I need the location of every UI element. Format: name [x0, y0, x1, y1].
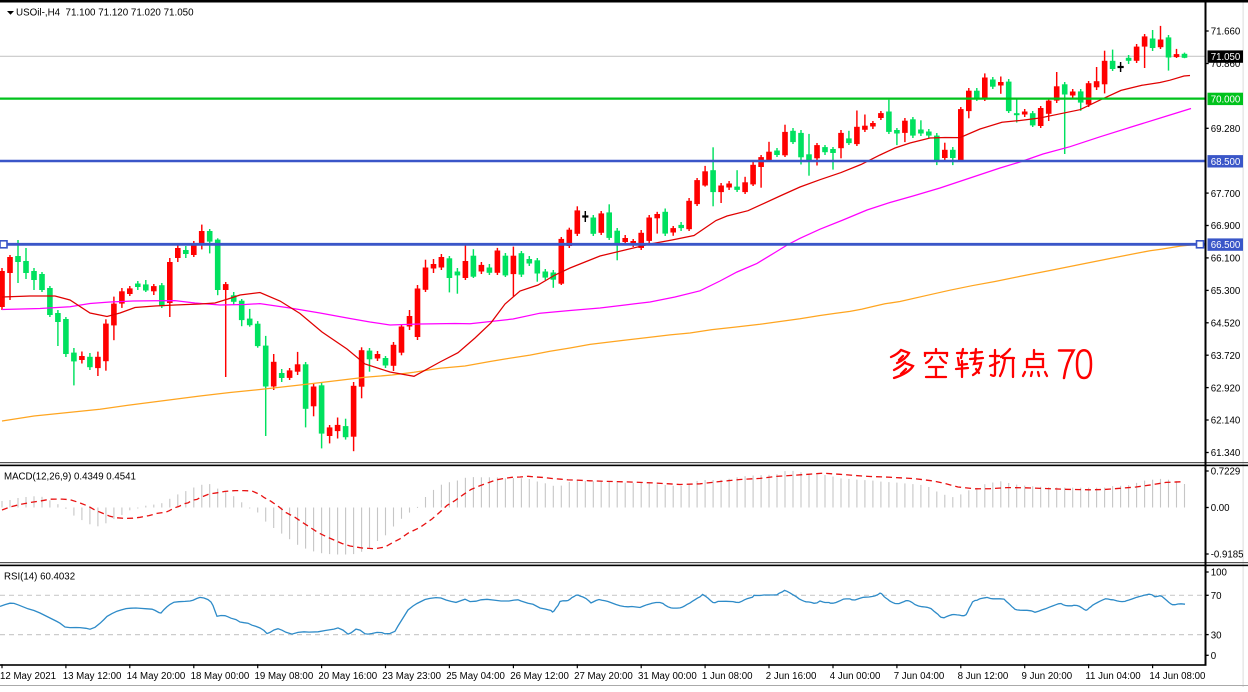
svg-text:66.900: 66.900 [1211, 221, 1241, 232]
svg-text:67.700: 67.700 [1211, 189, 1241, 200]
svg-text:30: 30 [1211, 630, 1222, 641]
svg-text:69.280: 69.280 [1211, 124, 1241, 135]
svg-text:26 May 12:00: 26 May 12:00 [510, 671, 569, 682]
svg-text:63.720: 63.720 [1211, 351, 1241, 362]
svg-text:0.00: 0.00 [1211, 503, 1230, 514]
svg-text:USOil-,H4 71.100 71.120 71.02: USOil-,H4 71.100 71.120 71.020 71.050 [16, 7, 194, 18]
svg-text:25 May 04:00: 25 May 04:00 [446, 671, 505, 682]
svg-text:4 Jun 00:00: 4 Jun 00:00 [830, 671, 881, 682]
svg-text:1 Jun 08:00: 1 Jun 08:00 [702, 671, 753, 682]
svg-text:100: 100 [1211, 568, 1228, 579]
svg-text:18 May 00:00: 18 May 00:00 [191, 671, 250, 682]
svg-text:70.000: 70.000 [1211, 95, 1241, 106]
svg-text:71.050: 71.050 [1211, 52, 1241, 63]
svg-text:7 Jun 04:00: 7 Jun 04:00 [894, 671, 945, 682]
svg-text:66.500: 66.500 [1211, 240, 1241, 251]
svg-text:12 May 2021: 12 May 2021 [0, 671, 56, 682]
svg-text:9 Jun 20:00: 9 Jun 20:00 [1022, 671, 1073, 682]
svg-text:19 May 08:00: 19 May 08:00 [255, 671, 314, 682]
svg-text:0.7229: 0.7229 [1211, 467, 1241, 478]
svg-text:23 May 23:00: 23 May 23:00 [382, 671, 441, 682]
svg-text:27 May 20:00: 27 May 20:00 [574, 671, 633, 682]
svg-text:62.140: 62.140 [1211, 416, 1241, 427]
svg-text:8 Jun 12:00: 8 Jun 12:00 [958, 671, 1009, 682]
svg-text:14 May 20:00: 14 May 20:00 [127, 671, 186, 682]
svg-text:RSI(14) 60.4032: RSI(14) 60.4032 [4, 572, 75, 583]
svg-text:61.340: 61.340 [1211, 448, 1241, 459]
svg-text:62.920: 62.920 [1211, 383, 1241, 394]
svg-text:0: 0 [1211, 651, 1217, 662]
svg-text:64.520: 64.520 [1211, 319, 1241, 330]
svg-text:70.860: 70.860 [1211, 59, 1241, 70]
svg-text:65.300: 65.300 [1211, 286, 1241, 297]
svg-text:11 Jun 04:00: 11 Jun 04:00 [1085, 671, 1141, 682]
svg-text:MACD(12,26,9) 0.4349 0.4541: MACD(12,26,9) 0.4349 0.4541 [4, 472, 136, 483]
svg-text:-0.9185: -0.9185 [1211, 550, 1244, 561]
svg-text:20 May 16:00: 20 May 16:00 [318, 671, 377, 682]
svg-text:70: 70 [1211, 591, 1222, 602]
svg-text:14 Jun 08:00: 14 Jun 08:00 [1149, 671, 1206, 682]
svg-text:66.100: 66.100 [1211, 254, 1241, 265]
svg-text:31 May 00:00: 31 May 00:00 [638, 671, 697, 682]
svg-text:68.500: 68.500 [1211, 157, 1241, 168]
svg-text:13 May 12:00: 13 May 12:00 [63, 671, 122, 682]
svg-text:71.660: 71.660 [1211, 27, 1241, 38]
svg-text:2 Jun 16:00: 2 Jun 16:00 [766, 671, 817, 682]
